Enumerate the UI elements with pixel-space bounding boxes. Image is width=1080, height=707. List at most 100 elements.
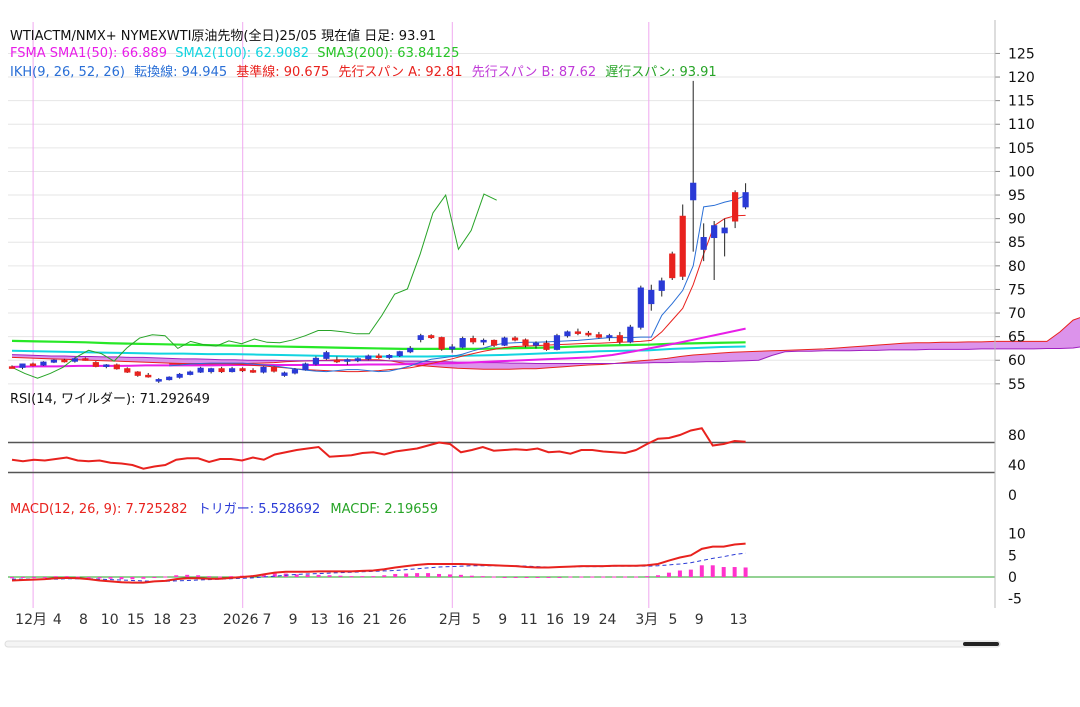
candle-body [721,227,728,234]
price-tick-label: 105 [1008,141,1035,157]
grid-lines [8,52,995,385]
date-tick-label: 16 [546,612,564,628]
candle-body [155,379,162,382]
price-tick-label: 60 [1008,353,1026,369]
macd-tick-label: 10 [1008,527,1026,543]
trigger-label: トリガー: 5.528692 [198,502,321,517]
macd-histogram-bar [437,573,442,577]
candle-body [344,359,351,362]
candle-body [333,359,340,363]
rsi-line [11,427,746,470]
candle-body [679,215,686,277]
macd-histogram-bar [491,576,496,578]
chikou-line [11,193,497,379]
price-tick-label: 65 [1008,330,1026,346]
price-tick-label: 115 [1008,94,1035,110]
macd-histogram-bar [152,577,157,578]
macd-histogram-bar [141,577,146,579]
rsi-tick-label: 0 [1008,488,1017,504]
candle-body [113,364,120,370]
month-separators [32,22,650,608]
macd-histogram-bar [710,565,715,577]
candle-body [103,364,110,367]
macd-histogram-bar [480,576,485,578]
candle-body [260,366,267,373]
candle-body [543,342,550,350]
date-tick-label: 3月 [635,612,658,628]
date-tick-label: 13 [730,612,748,628]
macd-histogram-bar [305,574,310,577]
candle-body [711,225,718,239]
candle-body [197,367,204,373]
horizontal-scrollbar[interactable] [4,640,1001,648]
candle-body [50,359,58,363]
macd-histogram-bar [327,575,332,577]
candle-body [61,359,68,363]
candle-body [29,363,37,367]
kijun-line [169,214,746,373]
sma50-line [11,327,746,368]
macd-histogram-bar [20,577,25,578]
candle-body [386,355,393,358]
rsi-legend: RSI(14, ワイルダー): 71.292649 [10,392,210,407]
candle-body [239,368,246,372]
macd-histogram-bar [228,576,233,578]
tenkan-line [169,195,746,373]
macd-histogram-bar [688,569,693,577]
date-tick-label: 12月 [15,612,47,628]
ikh-legend: IKH(9, 26, 52, 26) 転換線: 94.945 基準線: 90.6… [10,64,717,80]
candle-body [208,368,215,373]
scrollbar-track[interactable] [4,640,1001,648]
macd-histogram-bar [163,576,168,578]
macd-histogram-bar [10,577,14,579]
macd-label: MACD(12, 26, 9): 7.725282 [10,502,188,517]
date-tick-label: 24 [599,612,617,628]
candle-body [595,334,602,338]
candle-body [8,366,16,369]
macd-histogram-bar [393,573,398,577]
candle-body [669,253,676,279]
candle-body [365,355,372,360]
date-tick-label: 19 [572,612,590,628]
candle-body [449,346,456,350]
macd-histogram-bar [568,576,573,578]
macd-histogram-bar [338,575,343,577]
candlesticks [8,80,749,383]
macd-histogram-bar [218,576,223,578]
macd-histogram-bar [272,573,277,577]
date-tick-label: 7 [262,612,271,628]
tenkan-label: 転換線: 94.945 [134,64,227,80]
candle-body [585,332,592,336]
price-tick-label: 55 [1008,377,1026,393]
candle-body [166,376,173,381]
macd-tick-label: -5 [1008,592,1022,608]
macd-histogram-bar [426,573,431,577]
candle-body [658,280,665,291]
macd-histogram-bar [64,576,69,578]
candle-body [417,335,424,340]
macd-histogram-bar [75,576,80,578]
senkou-a-label: 先行スパン A: 92.81 [338,65,462,80]
scrollbar-thumb[interactable] [963,642,999,646]
candle-body [375,355,382,358]
candle-body [354,358,361,361]
senkou-b-label: 先行スパン B: 87.62 [472,65,596,80]
sma200-line [11,339,746,351]
macd-histogram-bar [732,567,737,577]
candle-body [82,358,89,361]
candle-body [438,337,445,350]
macd-histogram-bar [666,572,671,577]
candle-body [228,368,236,373]
rsi-panel: 80 40 0 [8,427,1026,504]
indicator-lines [11,193,746,379]
date-tick-label: 21 [363,612,381,628]
macd-histogram-bar [360,576,365,578]
macd-histogram-bar [601,576,606,578]
candle-body [218,368,225,373]
candle-body [134,371,141,376]
candle-body [270,366,278,372]
macd-histogram-bar [108,577,113,579]
